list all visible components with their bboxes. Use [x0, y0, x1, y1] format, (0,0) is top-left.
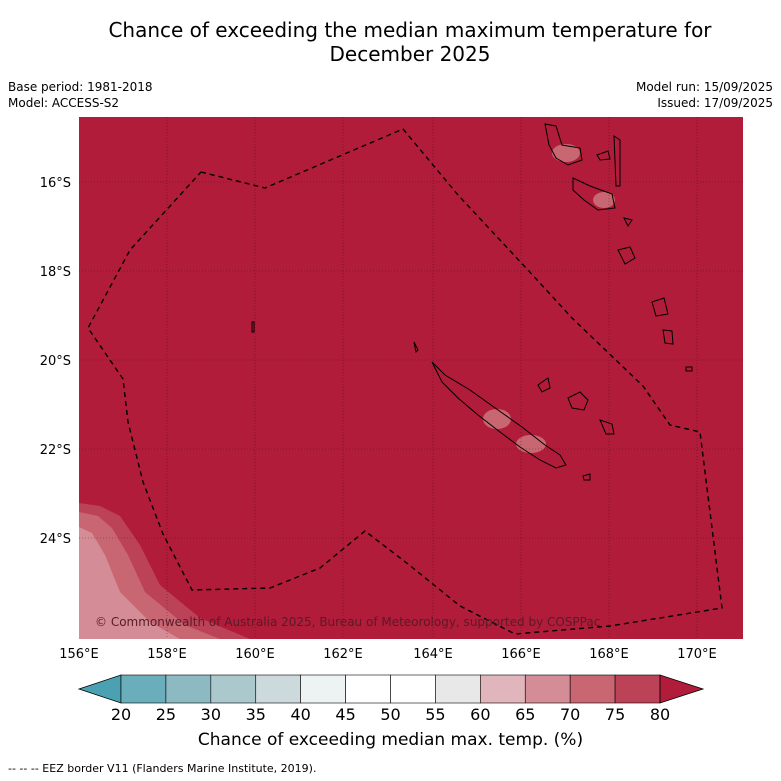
espiritu-santo-island — [544, 123, 583, 166]
eez-border — [87, 128, 723, 635]
lon-label: 160°E — [235, 647, 275, 662]
title-line-2: December 2025 — [329, 42, 491, 66]
tanna-island — [662, 329, 674, 345]
isle-of-pines — [582, 473, 591, 481]
colorbar-tick-label: 35 — [246, 705, 266, 724]
lat-label: 20°S — [40, 354, 71, 369]
lon-label: 158°E — [147, 647, 187, 662]
lat-label: 16°S — [40, 176, 71, 191]
lon-labels: 156°E 158°E 160°E 162°E 164°E 166°E 168°… — [59, 647, 717, 662]
new-caledonia-island — [431, 361, 567, 469]
colorbar-tick-label: 30 — [201, 705, 221, 724]
lon-label: 162°E — [323, 647, 363, 662]
colorbar-extend-high — [659, 674, 705, 704]
lon-label: 168°E — [589, 647, 629, 662]
colorbar-tick-label: 75 — [605, 705, 625, 724]
colorbar-bin — [165, 674, 212, 704]
efate-island — [617, 246, 636, 265]
lon-label: 170°E — [677, 647, 717, 662]
loyalty-island-1 — [537, 377, 551, 393]
colorbar-tick-label: 70 — [560, 705, 580, 724]
erromango-island — [651, 297, 669, 317]
chesterfield-reef — [251, 321, 255, 333]
colorbar-bin — [345, 674, 391, 704]
colorbar-tick-label: 45 — [335, 705, 355, 724]
lon-label: 156°E — [59, 647, 99, 662]
meta-right: Model run: 15/09/2025 Issued: 17/09/2025 — [636, 79, 773, 111]
aneityum-island — [685, 366, 693, 372]
eez-footnote: -- -- -- EEZ border V11 (Flanders Marine… — [8, 762, 317, 775]
contour-65 — [79, 527, 180, 639]
colorbar-extend-low — [77, 674, 122, 704]
colorbar-tick-label: 40 — [290, 705, 310, 724]
patch-vanuatu-central — [593, 192, 615, 208]
patch-new-caledonia-south — [516, 435, 546, 453]
lat-labels: 16°S 18°S 20°S 22°S 24°S — [40, 176, 71, 547]
title-line-1: Chance of exceeding the median maximum t… — [108, 18, 712, 42]
meta-left: Base period: 1981-2018 Model: ACCESS-S2 — [8, 79, 153, 111]
epi-island — [623, 217, 633, 227]
colorbar-tick-label: 50 — [380, 705, 400, 724]
colorbar: 20 25 30 35 40 45 50 55 60 65 70 75 80 — [77, 674, 705, 724]
malakula-island — [572, 177, 616, 211]
base-period: Base period: 1981-2018 — [8, 80, 153, 94]
belep-islands — [413, 341, 419, 354]
colorbar-tick-label: 80 — [650, 705, 670, 724]
model-run: Model run: 15/09/2025 — [635, 80, 773, 94]
lon-label: 166°E — [501, 647, 541, 662]
colorbar-bin — [435, 674, 481, 704]
colorbar-tick-label: 25 — [156, 705, 176, 724]
map-background — [79, 117, 743, 639]
patch-new-caledonia-north — [483, 409, 511, 429]
colorbar-bin — [524, 674, 571, 704]
copyright-notice: © Commonwealth of Australia 2025, Bureau… — [95, 615, 600, 629]
colorbar-bin — [480, 674, 526, 704]
colorbar-tick-label: 60 — [470, 705, 490, 724]
colorbar-bin — [255, 674, 301, 704]
colorbar-bin — [569, 674, 616, 704]
lat-label: 24°S — [40, 532, 71, 547]
loyalty-island-3 — [599, 419, 615, 435]
lat-label: 22°S — [40, 443, 71, 458]
colorbar-bin — [390, 674, 436, 704]
ambae-island — [596, 150, 611, 161]
map-title: Chance of exceeding the median maximum t… — [40, 18, 780, 66]
colorbar-bin — [614, 674, 661, 704]
map-area — [79, 117, 743, 639]
grid-lines — [79, 117, 743, 639]
colorbar-bin — [300, 674, 346, 704]
lon-label: 164°E — [413, 647, 453, 662]
loyalty-island-2 — [567, 391, 589, 411]
maewo-pentecost-island — [613, 135, 621, 187]
colorbar-bin — [120, 674, 167, 704]
model-name: Model: ACCESS-S2 — [8, 96, 120, 110]
lat-label: 18°S — [40, 265, 71, 280]
colorbar-tick-label: 20 — [111, 705, 131, 724]
colorbar-bin — [210, 674, 257, 704]
colorbar-tick-label: 55 — [425, 705, 445, 724]
colorbar-tick-label: 65 — [515, 705, 535, 724]
patch-vanuatu-north — [552, 144, 580, 162]
issued-date: Issued: 17/09/2025 — [657, 96, 773, 110]
colorbar-label: Chance of exceeding median max. temp. (%… — [197, 730, 584, 750]
